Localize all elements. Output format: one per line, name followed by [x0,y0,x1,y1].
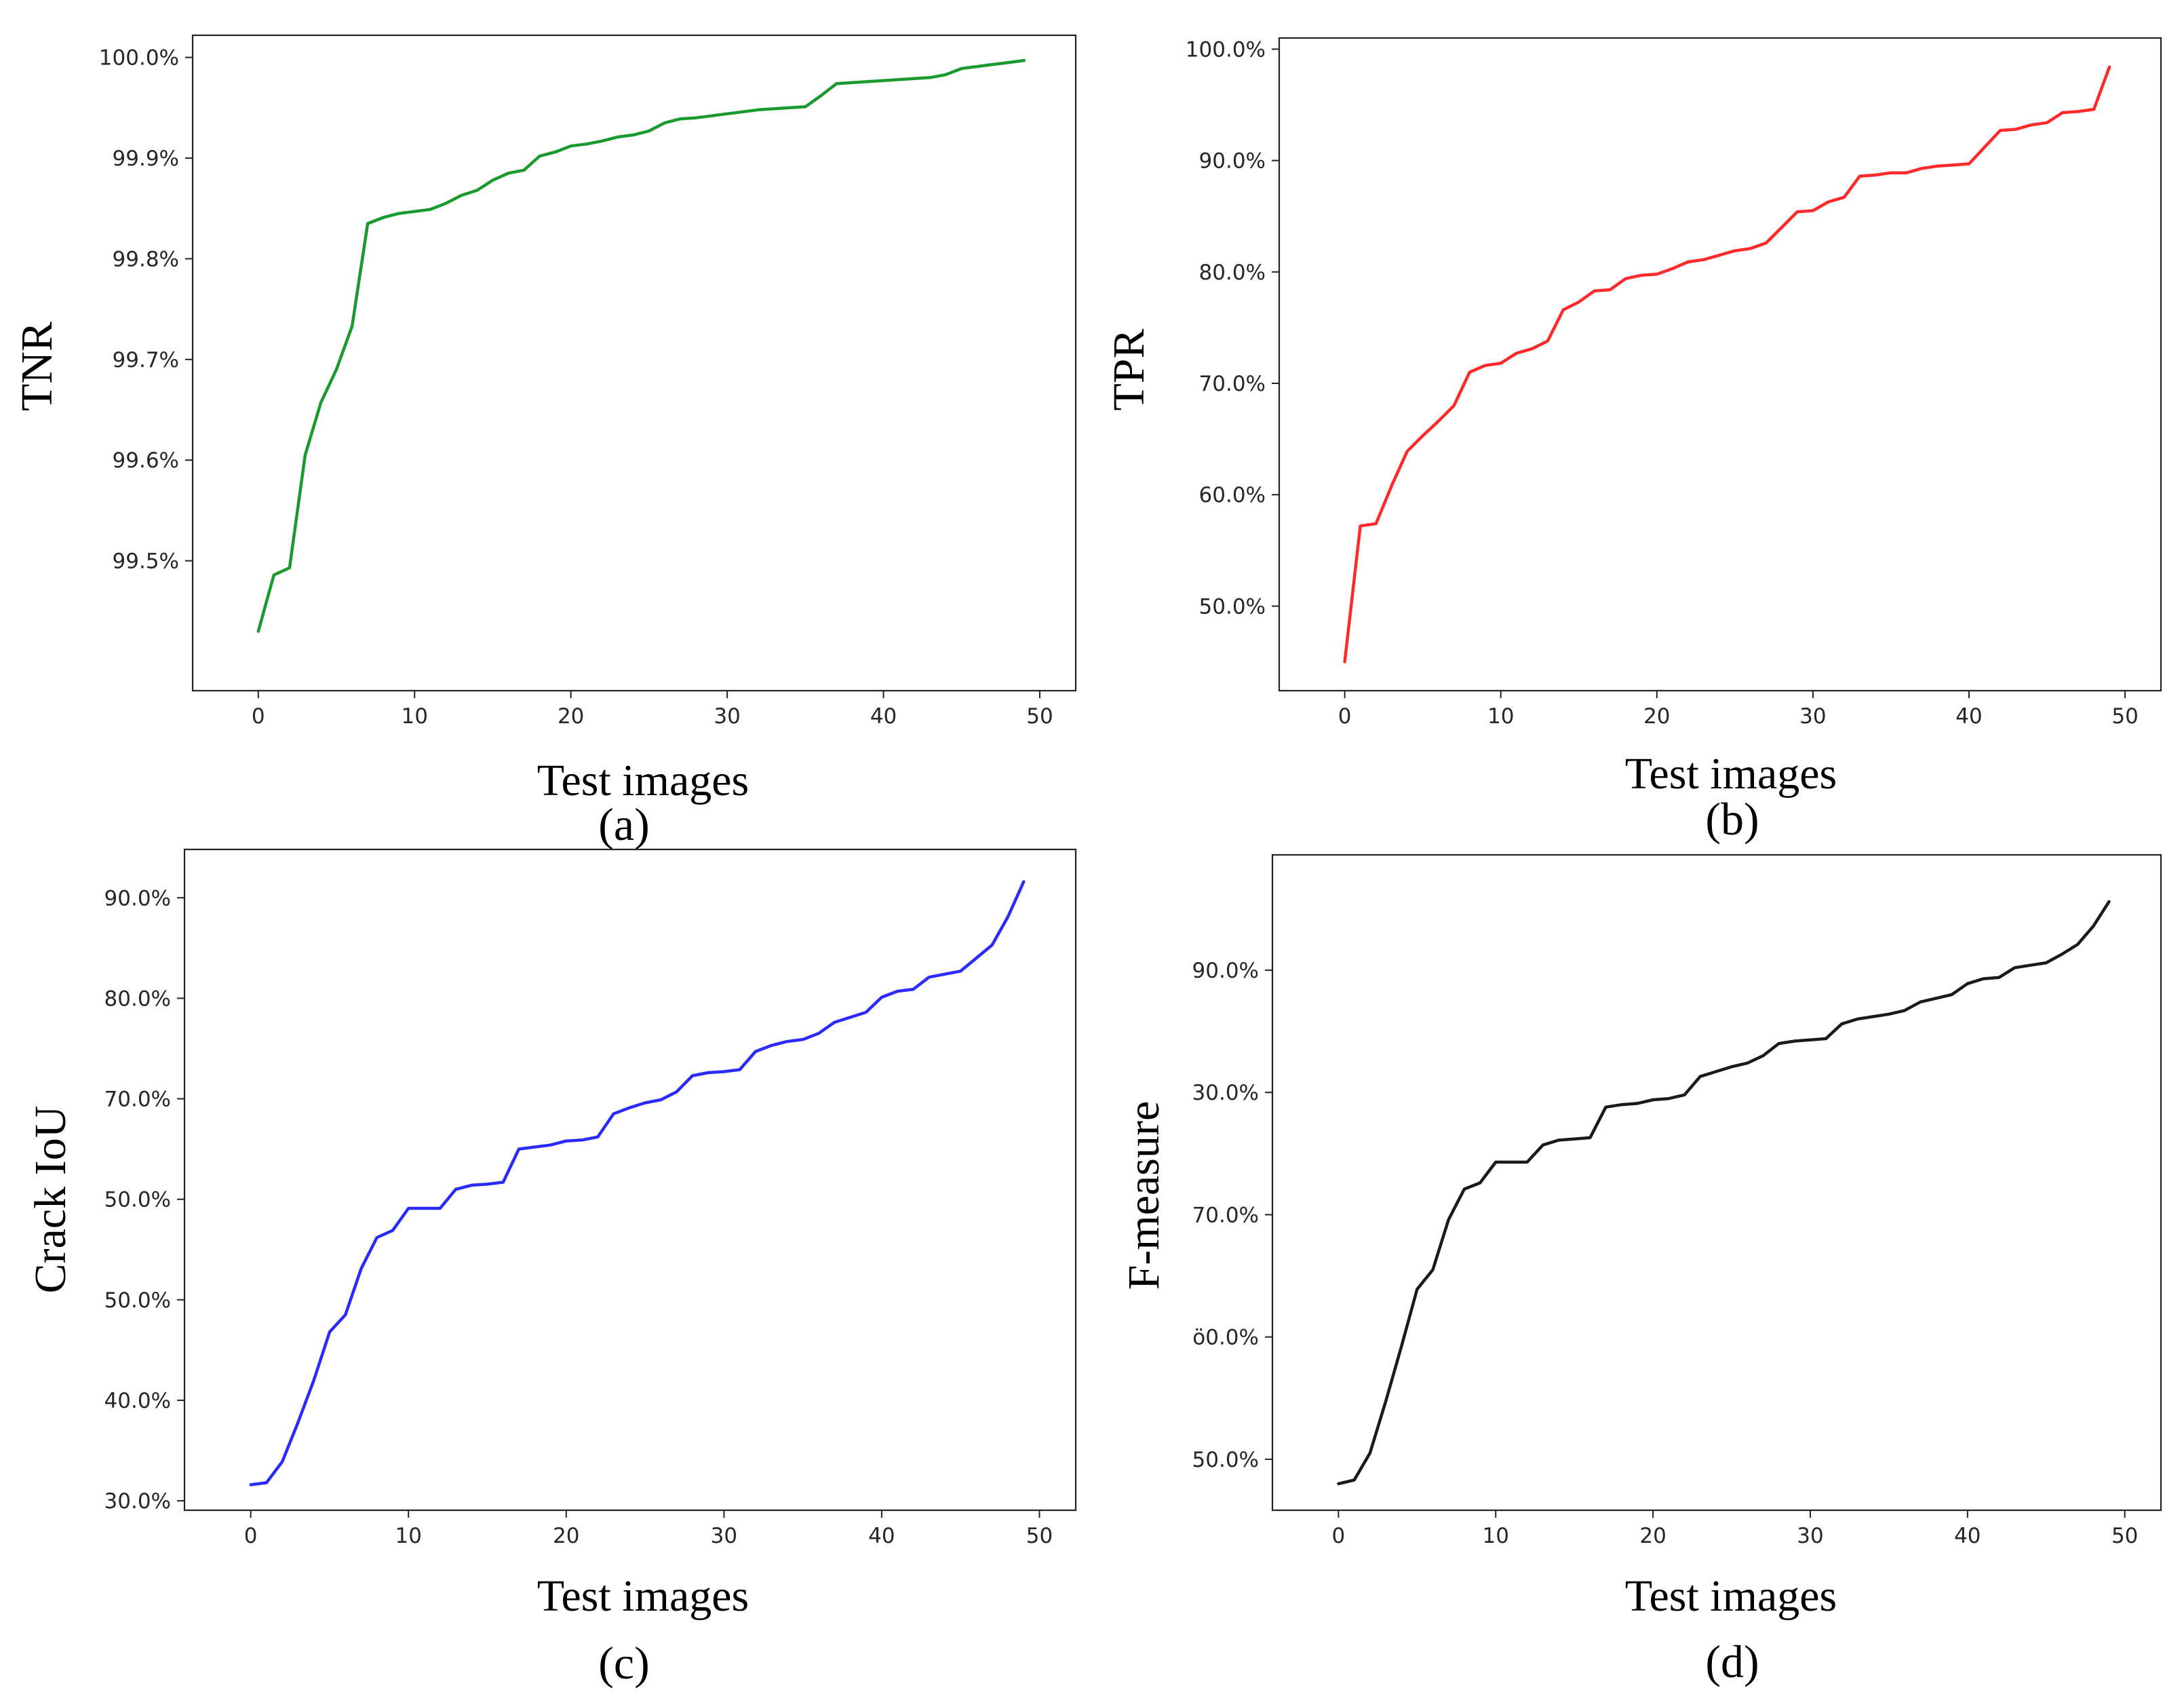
y-tick-label: 70.0% [1199,372,1266,396]
y-tick-label: 99.8% [113,247,179,271]
y-tick-label: 90.0% [1199,149,1266,174]
y-tick-label: 100.0% [99,46,179,71]
x-axis-label: Test images [537,756,749,805]
x-axis-label: Test images [1625,1571,1837,1621]
y-tick-label: 80.0% [1199,261,1266,285]
y-tick-label: 90.0% [104,886,171,910]
x-tick-label: 40 [1955,704,1982,729]
series-line [1343,65,2111,664]
x-tick-label: 30 [714,704,740,729]
y-axis-label: TPR [1104,328,1154,410]
panel-label: (a) [598,799,649,850]
x-tick-label: 40 [870,704,897,729]
x-tick-label: 20 [1639,1524,1666,1548]
y-tick-label: 40.0% [104,1389,171,1413]
x-tick-label: 10 [402,704,428,729]
x-axis-label: Test images [1625,749,1837,799]
y-tick-label: 30.0% [1192,1081,1259,1105]
x-tick-label: 50 [2111,704,2138,729]
x-tick-label: 0 [244,1524,258,1548]
y-tick-label: 50.0% [1199,594,1266,619]
y-tick-label: 70.0% [1192,1203,1259,1227]
x-tick-label: 20 [553,1524,579,1548]
panel-label: (d) [1705,1636,1759,1687]
y-tick-label: 50.0% [104,1188,171,1212]
x-tick-label: 30 [1799,704,1826,729]
y-tick-label: 30.0% [104,1489,171,1514]
x-tick-label: 10 [1487,704,1514,729]
x-tick-label: 20 [1643,704,1670,729]
x-tick-label: 20 [558,704,584,729]
plot-frame [183,848,1077,1512]
chart-panel-d: 0 10 20 30 40 50 50.0% ö0.0% 70.0% 30.0% 90.0% F-me… [1119,854,2162,1687]
x-tick-label: 10 [395,1524,422,1548]
y-tick-label: 100.0% [1186,37,1266,62]
series-line [256,58,1026,633]
chart-panel-a: 0 10 20 30 40 50 99.5% 99.6% 99.7% 99.8% 99.9% 100.… [12,34,1077,850]
x-axis-label: Test images [537,1571,749,1621]
x-tick-label: 30 [1797,1524,1823,1548]
plot-frame [1278,37,2162,692]
x-tick-label: 40 [868,1524,895,1548]
y-axis-label: TNR [12,322,62,411]
chart-panel-b: 0 10 20 30 40 50 50.0% 60.0% 70.0% 80.0% 90.0% 100.… [1104,37,2162,845]
x-tick-label: 0 [1338,704,1352,729]
y-tick-label: 99.9% [113,147,179,171]
x-tick-label: 0 [252,704,265,729]
plot-frame [191,34,1077,692]
y-tick-label: 99.6% [113,448,179,473]
series-line [1337,900,2111,1486]
chart-panel-c: 0 10 20 30 40 50 30.0% 40.0% 50.0% 50.0% 70.0% 80.0… [26,848,1077,1689]
y-tick-label: 60.0% [1199,483,1266,507]
y-tick-label: 80.0% [104,986,171,1011]
x-tick-label: 0 [1332,1524,1346,1548]
y-tick-label: 90.0% [1192,959,1259,983]
y-tick-label: 70.0% [104,1088,171,1112]
plot-frame [1271,854,2162,1512]
x-tick-label: 30 [711,1524,737,1548]
series-line [249,880,1026,1487]
panel-label: (c) [598,1637,649,1689]
x-tick-label: 50 [1026,704,1053,729]
y-tick-label: ö0.0% [1192,1326,1259,1350]
x-tick-label: 50 [2111,1524,2138,1548]
x-tick-label: 10 [1483,1524,1509,1548]
y-tick-label: 99.7% [113,348,179,372]
y-axis-label: Crack IoU [26,1106,75,1294]
y-tick-label: 50.0% [104,1288,171,1313]
y-axis-label: F-measure [1119,1101,1169,1290]
y-tick-label: 50.0% [1192,1448,1259,1472]
panel-label: (b) [1705,793,1759,845]
x-tick-label: 50 [1026,1524,1053,1548]
x-tick-label: 40 [1954,1524,1981,1548]
y-tick-label: 99.5% [113,550,179,574]
